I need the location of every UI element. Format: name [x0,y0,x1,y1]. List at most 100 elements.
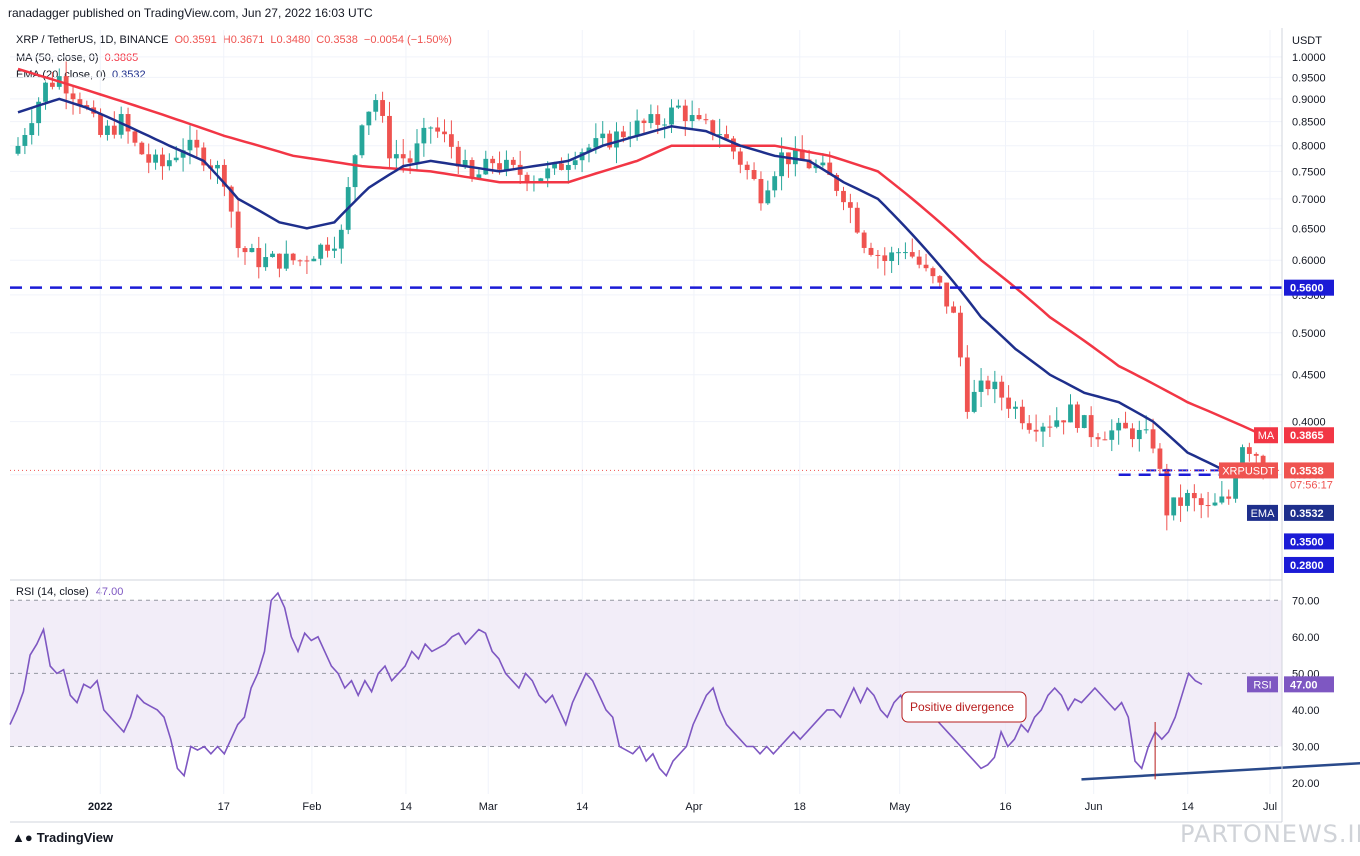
candle-body [36,101,42,124]
candle-body [1116,422,1122,431]
candle-body [662,124,668,126]
candle-body [1006,397,1012,409]
ma-line [17,67,1264,437]
candle-body [483,158,489,175]
ma-legend-label: MA (50, close, 0) [16,52,99,64]
candle-body [999,381,1005,398]
ema-legend[interactable]: EMA (20, close, 0) 0.3532 [16,69,146,81]
price-tick-label: 0.4500 [1292,370,1326,382]
candle-body [1081,415,1087,428]
price-tick-label: 0.4000 [1292,417,1326,429]
candle-body [916,256,922,265]
candle-body [146,154,152,163]
price-tick-label: 0.8500 [1292,117,1326,129]
rsi-tick-label: 30.00 [1292,741,1320,753]
candle-body [1246,447,1252,454]
tag-rsi-label: RSI [1253,679,1271,691]
ema-line [17,97,1264,473]
candle-body [504,159,509,170]
candle-body [1019,406,1025,424]
candle-body [889,252,895,262]
candle-body [710,120,716,135]
candle-body [173,157,179,161]
candle-body [1054,420,1060,427]
candle-body [565,164,571,170]
candle-body [669,107,674,125]
candle-body [1026,423,1032,430]
price-tick-label: 0.6500 [1292,223,1326,235]
tag-ma-value-bg [1284,427,1334,444]
candle-body [1088,415,1094,438]
candle-body [235,211,241,249]
ma-legend[interactable]: MA (50, close, 0) 0.3865 [16,52,138,64]
candle-body [187,139,193,151]
tag-ma-label-bg [1254,427,1278,444]
high-value: H0.3671 [222,34,265,46]
candle-body [304,260,310,262]
candle-body [510,159,516,165]
open-value: O0.3591 [174,34,217,46]
candle-body [930,268,936,277]
candle-body [283,253,289,269]
candle-body [841,190,846,203]
candle-body [77,99,83,106]
candle-body [352,155,358,188]
candle-body [792,149,798,165]
candle-body [414,143,420,163]
candle-body [105,125,110,135]
candle-body [249,248,255,253]
candle-body [586,147,592,153]
candle-body [607,133,613,148]
candle-body [242,248,248,253]
ema-legend-value: 0.3532 [111,69,146,81]
candle-body [951,306,956,313]
candle-body [1013,406,1018,409]
watermark: PARTONEWS.IR [1180,820,1360,848]
candle-body [724,134,729,139]
candle-body [49,82,55,87]
candle-body [600,133,606,139]
candle-body [476,174,482,179]
tag-0.35-value-bg [1284,533,1334,550]
tag-ema-value-bg [1284,504,1334,521]
tag-ma-value: 0.3865 [1290,430,1324,442]
candle-body [524,174,530,184]
candle-body [380,100,386,116]
candle-body [490,158,496,164]
candle-body [84,105,90,108]
candle-body [1040,426,1046,432]
candle-body [421,127,427,144]
candle-body [696,115,702,120]
ema-legend-label: EMA (20, close, 0) [16,69,106,81]
candle-body [545,168,551,179]
candle-body [215,164,220,169]
candle-body [139,142,145,155]
candle-body [1095,437,1101,440]
candle-body [297,260,303,262]
candle-body [359,125,365,156]
candle-body [1130,428,1135,440]
candle-body [964,357,970,412]
time-tick-label: 16 [999,801,1011,813]
candle-body [834,174,840,191]
time-tick-label: Jun [1085,801,1103,813]
candle-body [256,248,262,268]
change-value: −0.0054 (−1.50%) [363,34,452,46]
candle-body [937,276,943,283]
rsi-tick-label: 40.00 [1292,705,1320,717]
symbol-label[interactable]: XRP / TetherUS, 1D, BINANCE [16,34,169,46]
candle-body [1068,404,1073,423]
close-value: C0.3538 [316,34,358,46]
rsi-legend[interactable]: RSI (14, close) 47.00 [16,586,123,598]
candle-body [772,176,778,191]
tv-logo-text: TradingView [36,830,114,845]
candle-body [276,253,282,269]
candle-body [1150,429,1156,449]
price-tick-label: 0.5000 [1292,328,1326,340]
axes: USDT 1.0000 0.9500 0.9000 0.8500 0.8000 0.7500… [10,28,1326,823]
candle-body [325,244,330,251]
candle-body [1205,505,1211,507]
tradingview-logo[interactable]: ▲● TradingView [12,830,113,845]
